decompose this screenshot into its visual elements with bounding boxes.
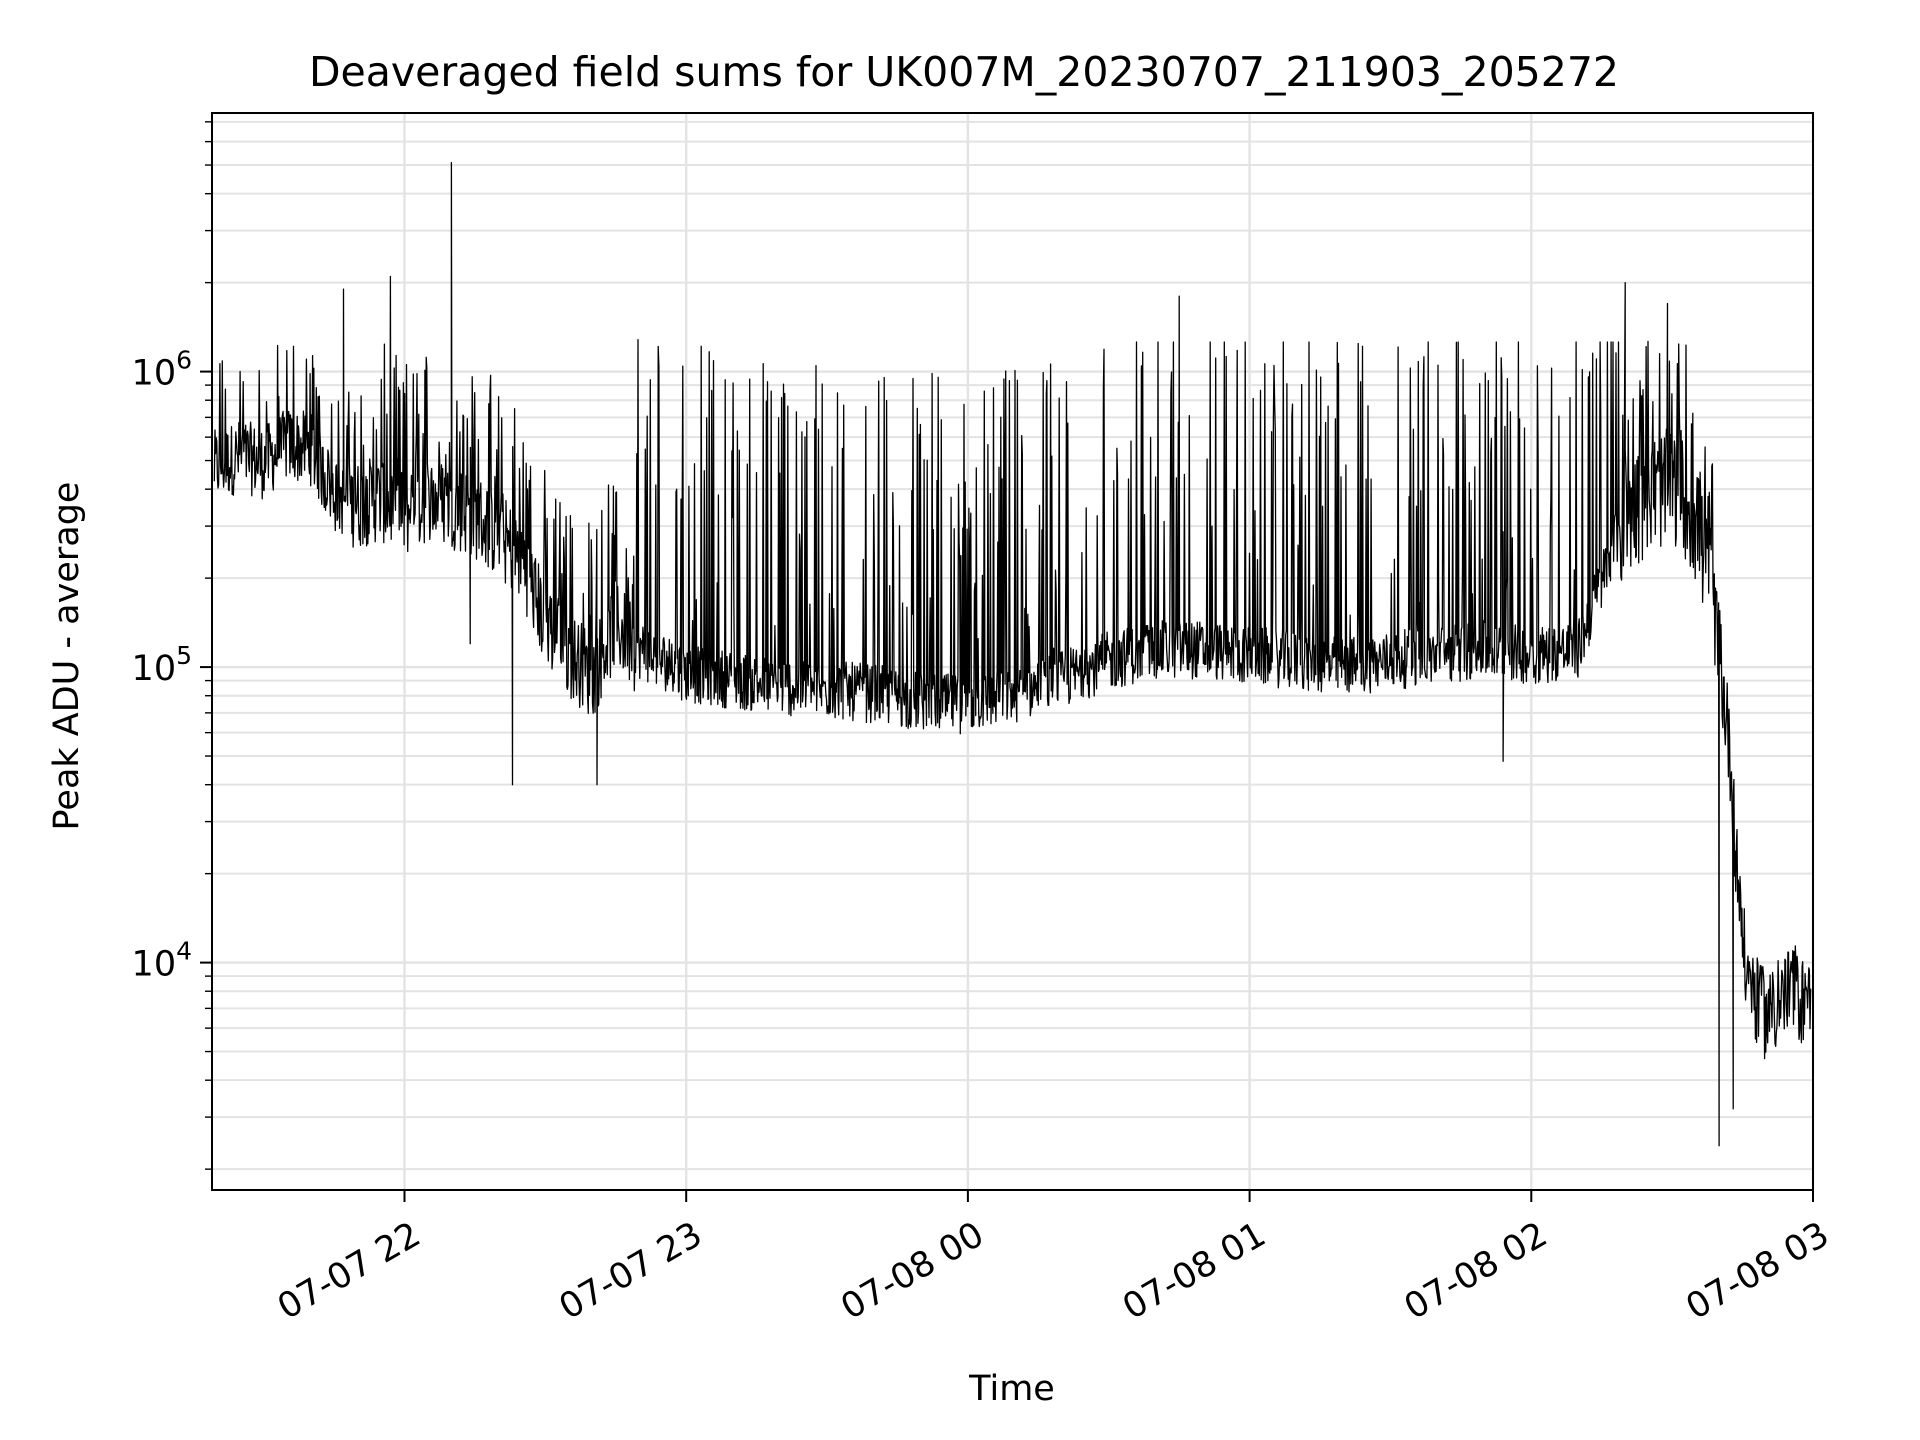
plot-line-group [213,161,1812,1147]
grid [212,113,1815,1190]
y-axis-label: Peak ADU - average [47,482,87,831]
axes-frame [211,112,1814,1191]
series-line [213,161,1812,1147]
x-axis-label: Time [968,1369,1055,1409]
y-tick-label: 106 [132,346,192,394]
chart-title: Deaveraged field sums for UK007M_2023070… [309,48,1619,96]
y-tick-label: 105 [132,641,192,689]
y-tick-label: 104 [132,937,192,985]
y-axis-ticks: 104 105 106 [132,121,212,1170]
